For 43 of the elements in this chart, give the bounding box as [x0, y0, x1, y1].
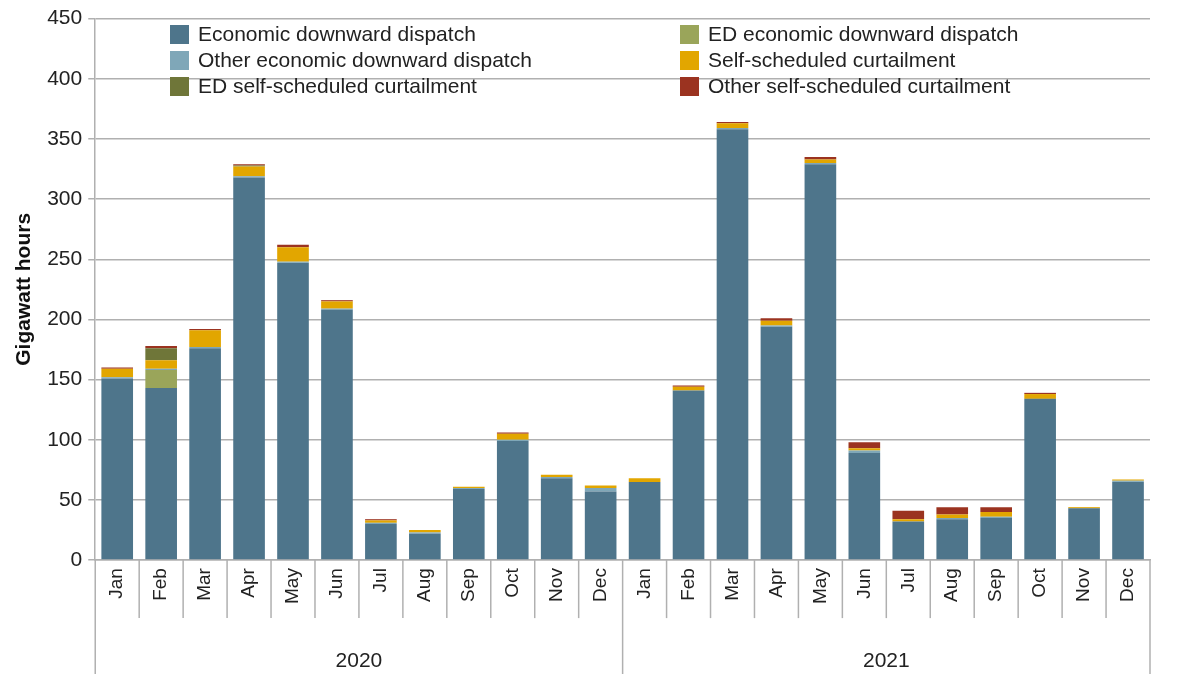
x-tick-label: Jun: [325, 568, 347, 599]
y-tick-label: 400: [47, 65, 83, 89]
legend-label: ED self-scheduled curtailment: [198, 74, 477, 98]
x-tick-label: May: [808, 567, 830, 605]
x-tick-label: Jan: [105, 568, 127, 599]
x-tick-label: Mar: [193, 567, 215, 601]
x-tick-label: Dec: [588, 568, 610, 602]
x-tick-label: Jul: [896, 568, 918, 593]
y-tick-label: 350: [47, 125, 83, 149]
x-tick-label: Jun: [852, 568, 874, 599]
y-tick-label: 150: [47, 366, 83, 390]
x-tick-label: Jul: [369, 568, 391, 593]
y-axis-title: Gigawatt hours: [11, 212, 35, 366]
y-tick-label: 300: [47, 185, 83, 209]
y-tick-label: 200: [47, 306, 83, 330]
x-tick-label: Oct: [1028, 567, 1050, 598]
x-tick-label: Nov: [1072, 567, 1094, 602]
y-tick-label: 100: [47, 426, 83, 450]
text: 2020: [335, 647, 383, 671]
y-tick-label: 450: [47, 5, 83, 29]
legend-label: Other self-scheduled curtailment: [708, 74, 1011, 98]
x-tick-label: Feb: [676, 568, 698, 601]
legend-label: Other economic downward dispatch: [198, 48, 532, 72]
x-tick-label: May: [281, 567, 303, 605]
x-tick-label: Jan: [632, 568, 654, 599]
text: 2021: [862, 647, 910, 671]
x-tick-label: Apr: [764, 567, 786, 598]
y-tick-label: 0: [70, 546, 83, 570]
x-tick-label: Sep: [457, 568, 479, 602]
y-tick-label: 50: [58, 486, 83, 510]
x-tick-label: Sep: [984, 568, 1006, 602]
x-tick-label: Dec: [1116, 568, 1138, 602]
x-tick-label: Oct: [500, 567, 522, 598]
x-tick-label: Apr: [237, 567, 259, 598]
x-tick-label: Aug: [940, 568, 962, 602]
x-tick-label: Feb: [149, 568, 171, 601]
x-tick-label: Mar: [720, 567, 742, 601]
x-tick-label: Nov: [544, 567, 566, 602]
legend-label: Self-scheduled curtailment: [708, 48, 956, 72]
legend-label: ED economic downward dispatch: [708, 22, 1019, 46]
y-tick-label: 250: [47, 246, 83, 270]
legend-label: Economic downward dispatch: [198, 22, 476, 46]
x-tick-label: Aug: [413, 568, 435, 602]
